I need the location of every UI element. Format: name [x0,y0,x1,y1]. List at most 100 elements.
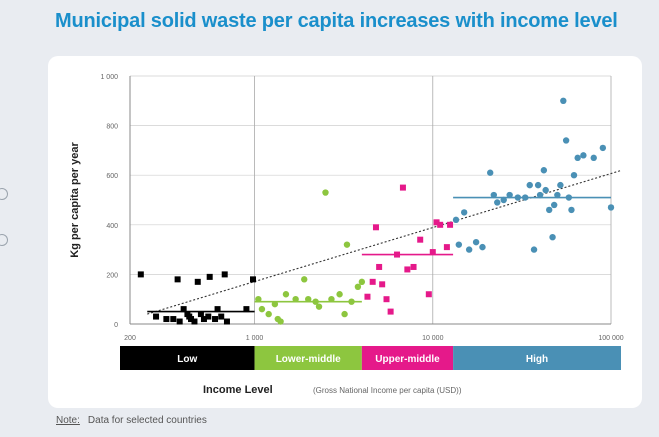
data-point [282,291,290,298]
data-point [550,201,558,209]
data-point [580,152,587,159]
income-band-label: High [526,354,548,365]
data-point [443,244,450,251]
data-point [479,243,486,251]
data-point [369,278,376,285]
footnote-text: Data for selected countries [87,415,207,426]
data-point [574,154,581,162]
data-point [530,246,538,253]
data-point [197,311,204,318]
nav-arrow-icon[interactable] [0,188,8,200]
data-point [153,313,160,320]
data-point [265,310,272,318]
x-tick-label: 100 000 [598,335,623,342]
y-tick-label: 200 [106,272,118,279]
data-point [410,263,417,270]
x-tick-label: 200 [124,335,136,342]
data-point [212,316,219,323]
data-point [322,189,329,196]
data-point [376,263,383,270]
data-point [536,191,544,199]
data-point [557,181,564,189]
data-point [506,191,513,199]
data-point [554,191,561,199]
data-point [455,241,463,248]
data-point [343,241,351,248]
data-point [545,206,553,214]
data-point [358,278,366,286]
data-point [315,303,323,310]
data-point [607,204,615,211]
income-band [254,346,362,370]
data-point [223,318,230,325]
data-point [218,313,225,320]
nav-arrow-icon[interactable] [0,234,8,246]
data-point [417,236,424,243]
data-point [540,167,548,174]
data-point [312,298,319,305]
data-point [487,169,494,176]
data-point [348,298,355,305]
data-point [437,221,444,228]
data-point [255,296,262,303]
data-point [200,316,207,323]
y-tick-label: 600 [106,173,118,180]
data-point [494,199,501,206]
income-band [120,346,255,370]
footnote: Note: Data for selected countries [56,415,207,426]
data-point [562,137,570,144]
data-point [221,271,228,278]
data-point [452,216,460,224]
data-point [425,291,432,298]
data-point [399,184,406,191]
chart-title: Municipal solid waste per capita increas… [55,10,618,32]
data-point [394,251,401,258]
y-tick-label: 0 [114,322,118,329]
data-point [328,296,335,303]
data-point [542,186,549,194]
data-point [447,221,454,228]
data-point [570,172,578,179]
data-point [174,276,181,283]
data-point [137,271,144,278]
data-point [568,206,575,214]
data-point [180,306,187,313]
data-point [277,318,284,325]
x-axis-note: (Gross National Income per capita (USD)) [313,386,462,395]
data-point [514,194,522,201]
data-point [560,97,567,104]
data-point [271,300,279,308]
data-point [383,296,390,303]
data-point [206,273,213,280]
data-point [214,306,221,313]
data-point [565,194,573,201]
data-point [379,281,386,288]
data-point [465,246,473,253]
data-point [170,316,177,323]
income-band-label: Upper-middle [375,354,440,365]
data-point [258,305,266,313]
data-point [364,293,371,300]
data-point [590,154,597,162]
income-band-label: Lower-middle [276,354,341,365]
trend-line [147,169,622,315]
data-point [354,283,362,290]
data-point [526,181,533,189]
data-point [301,276,308,283]
data-point [534,181,542,189]
y-tick-label: 1 000 [100,74,118,81]
data-point [490,191,498,199]
data-point [191,318,198,325]
data-point [292,296,299,303]
data-point [205,313,212,320]
data-point [188,316,195,323]
data-point [404,266,411,273]
data-point [372,224,379,231]
y-tick-label: 400 [106,223,118,230]
income-band [361,346,454,370]
data-point [194,278,201,285]
x-axis-label: Income Level [203,384,273,396]
data-point [500,196,507,204]
data-point [336,291,343,298]
income-band [453,346,621,370]
